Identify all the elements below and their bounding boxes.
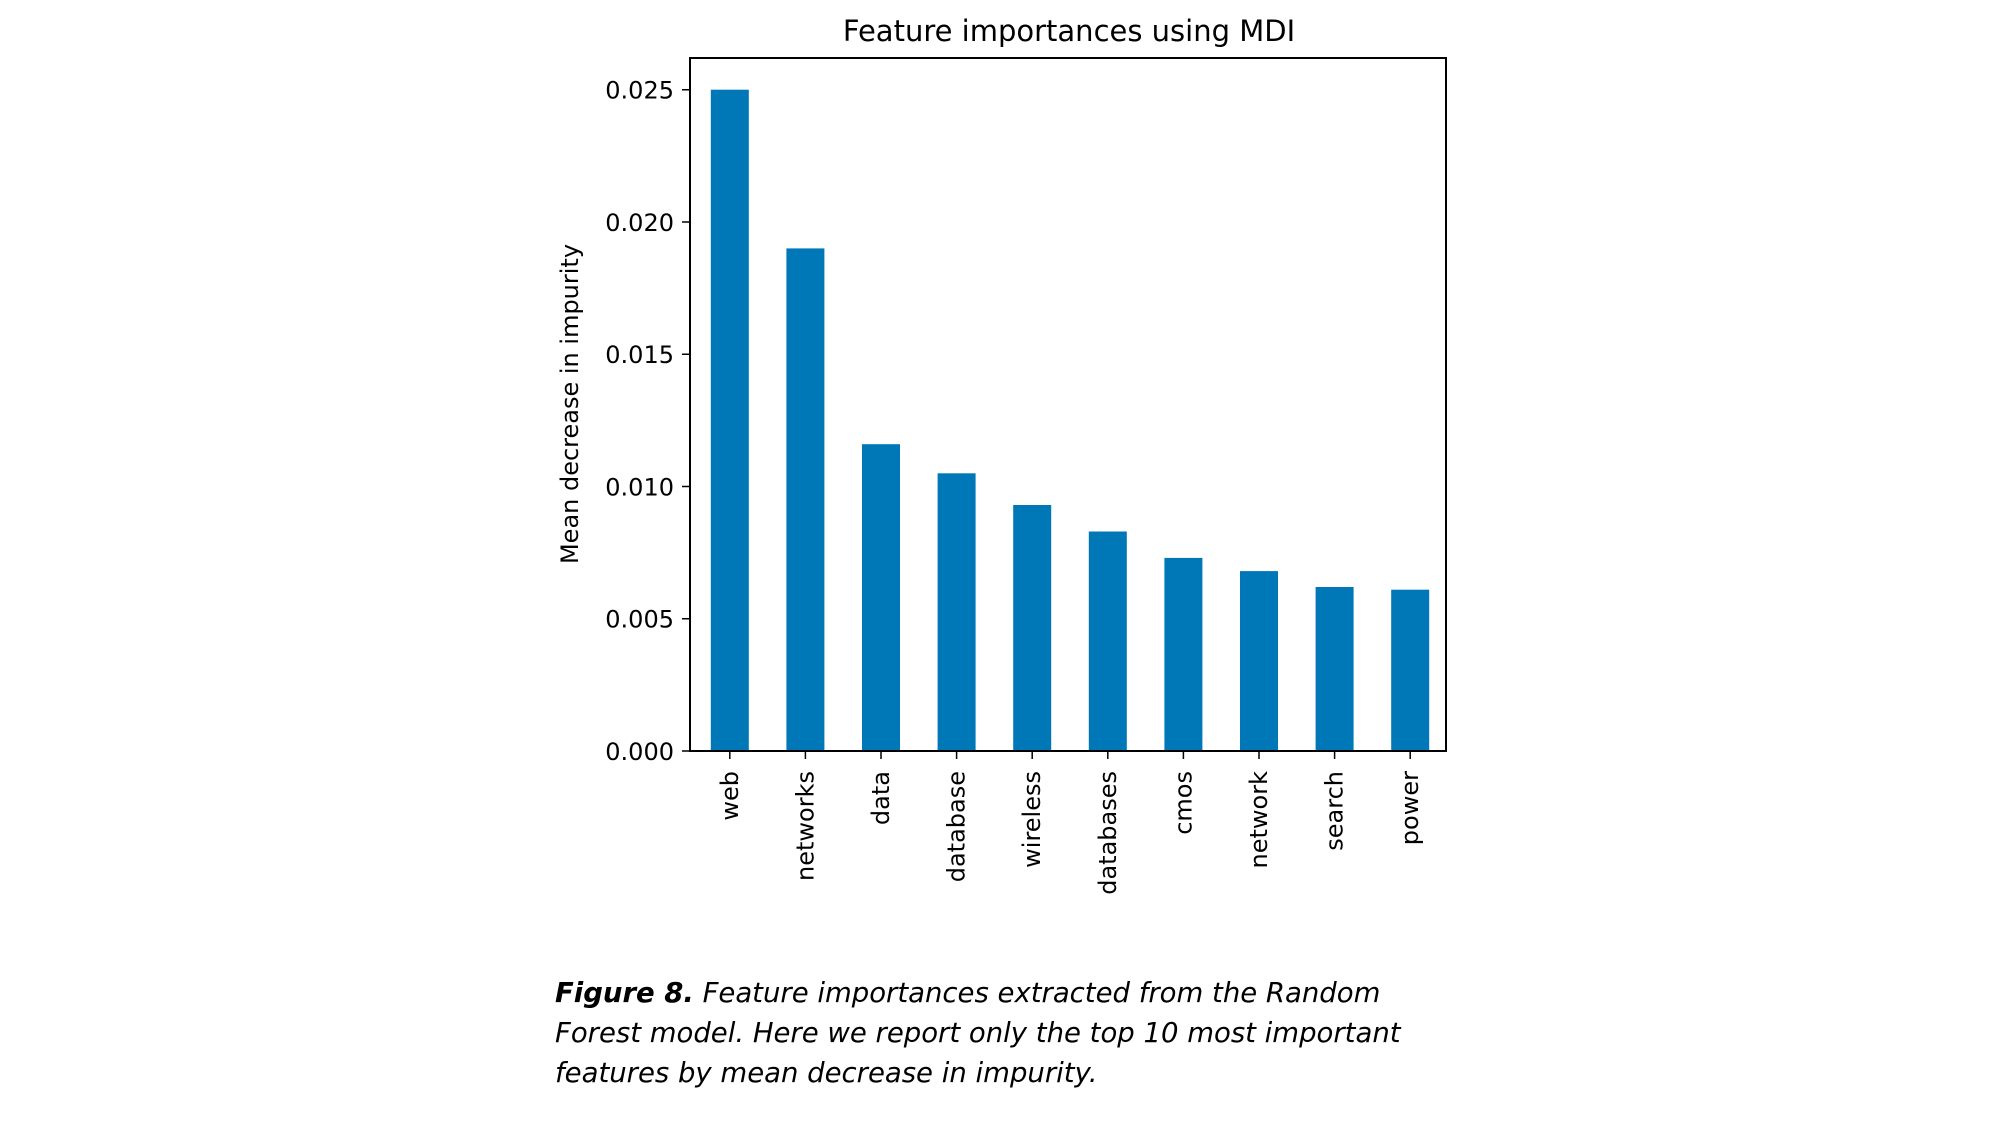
y-tick-label-3: 0.015 — [605, 341, 674, 369]
bars-group — [710, 89, 1430, 751]
bar-databases — [1088, 531, 1127, 751]
y-axis-label: Mean decrease in impurity — [556, 244, 584, 564]
x-tick-label-networks: networks — [791, 771, 819, 881]
bar-network — [1240, 571, 1278, 751]
x-tick-label-database: database — [943, 771, 971, 882]
bar-networks — [786, 248, 825, 751]
x-tick-label-wireless: wireless — [1018, 771, 1046, 868]
bar-database — [937, 473, 976, 751]
bar-search — [1315, 587, 1354, 751]
bar-chart: Feature importances using MDI 0.000 0.005… — [556, 14, 1447, 895]
x-tick-label-cmos: cmos — [1169, 771, 1197, 835]
bar-data — [862, 444, 900, 751]
figure-caption-text: Feature importances extracted from the R… — [555, 977, 1401, 1089]
bar-web — [710, 89, 749, 751]
y-tick-label-1: 0.005 — [605, 606, 674, 634]
figure-caption: Figure 8. Feature importances extracted … — [555, 973, 1455, 1093]
y-tick-label-2: 0.010 — [605, 473, 674, 501]
x-tick-label-power: power — [1396, 771, 1424, 845]
bar-cmos — [1164, 557, 1203, 751]
figure-caption-label: Figure 8. — [555, 977, 694, 1009]
plot-frame — [689, 57, 1447, 752]
x-tick-label-databases: databases — [1094, 771, 1122, 895]
y-tick-label-4: 0.020 — [605, 209, 674, 237]
bar-power — [1391, 589, 1430, 751]
x-tick-label-data: data — [867, 771, 895, 825]
y-tick-label-0: 0.000 — [605, 738, 674, 766]
y-tick-label-5: 0.025 — [605, 77, 674, 105]
x-tick-label-search: search — [1321, 771, 1349, 851]
y-axis: 0.000 0.005 0.010 0.015 0.020 0.025 — [605, 77, 690, 766]
bar-wireless — [1013, 505, 1052, 751]
x-axis: web networks data database wireless databases… — [716, 751, 1424, 895]
x-tick-label-web: web — [716, 771, 744, 821]
x-tick-label-network: network — [1245, 771, 1273, 869]
chart-title: Feature importances using MDI — [843, 14, 1295, 48]
